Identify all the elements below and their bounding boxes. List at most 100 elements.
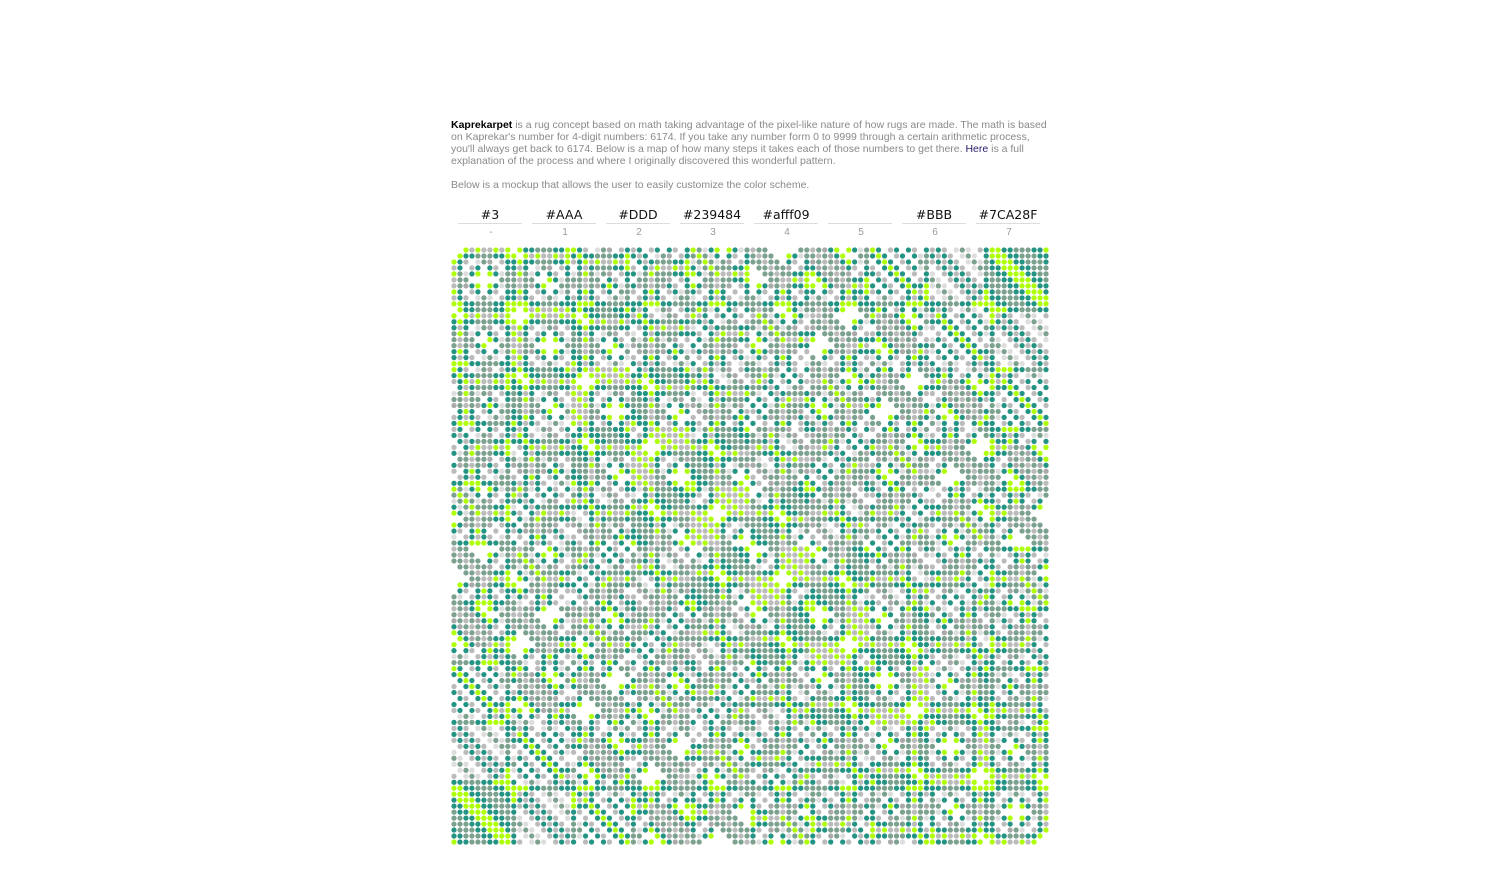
- rug-cell: [905, 402, 912, 409]
- rug-cell: [547, 576, 553, 582]
- rug-cell: [762, 372, 768, 379]
- color-input-step-4[interactable]: [754, 206, 818, 224]
- rug-cell: [505, 384, 511, 391]
- rug-cell: [804, 558, 810, 564]
- rug-cell: [965, 253, 971, 259]
- color-input-step-6[interactable]: [902, 206, 966, 224]
- rug-cell: [648, 247, 654, 253]
- rug-cell: [475, 576, 481, 582]
- rug-cell: [935, 259, 942, 265]
- rug-cell: [959, 378, 965, 385]
- color-input-step-none[interactable]: [458, 206, 522, 224]
- rug-cell: [756, 247, 762, 253]
- rug-cell: [774, 390, 780, 397]
- rug-cell: [905, 474, 912, 480]
- rug-cell: [857, 528, 864, 534]
- rug-cell: [983, 540, 989, 546]
- rug-cell: [600, 468, 607, 474]
- explanation-link[interactable]: Here: [965, 143, 989, 155]
- rug-cell: [630, 522, 637, 528]
- rug-cell: [553, 337, 559, 343]
- rug-cell: [547, 540, 553, 546]
- rug-cell: [541, 325, 547, 331]
- rug-cell: [1013, 307, 1019, 313]
- rug-cell: [493, 480, 499, 486]
- rug-cell: [893, 462, 900, 468]
- rug-cell: [714, 522, 720, 528]
- rug-cell: [977, 522, 983, 528]
- rug-cell: [529, 378, 535, 385]
- rug-cell: [953, 384, 959, 391]
- rug-cell: [1031, 289, 1037, 295]
- rug-cell: [558, 265, 565, 271]
- rug-cell: [1019, 510, 1025, 516]
- rug-cell: [971, 558, 977, 564]
- rug-cell: [899, 588, 906, 594]
- rug-cell: [732, 558, 738, 564]
- rug-cell: [547, 510, 553, 516]
- rug-cell: [708, 588, 714, 594]
- rug-cell: [1007, 420, 1013, 427]
- rug-cell: [881, 313, 888, 319]
- rug-cell: [714, 558, 720, 564]
- rug-cell: [582, 468, 589, 474]
- rug-cell: [893, 325, 900, 331]
- rug-cell: [594, 259, 601, 265]
- rug-cell: [774, 498, 780, 504]
- rug-cell: [911, 343, 918, 349]
- rug-cell: [798, 337, 804, 343]
- color-input-step-7[interactable]: [976, 206, 1040, 224]
- rug-cell: [588, 414, 595, 421]
- rug-cell: [642, 504, 648, 510]
- rug-cell: [780, 271, 786, 277]
- rug-cell: [511, 325, 517, 331]
- rug-cell: [852, 396, 858, 403]
- rug-cell: [857, 247, 864, 253]
- rug-cell: [660, 301, 666, 307]
- rug-cell: [511, 378, 517, 385]
- rug-cell: [738, 271, 744, 277]
- rug-cell: [875, 504, 882, 510]
- rug-cell: [463, 498, 469, 504]
- rug-cell: [744, 564, 750, 570]
- rug-cell: [905, 372, 912, 379]
- color-input-step-3[interactable]: [680, 206, 744, 224]
- rug-cell: [535, 283, 541, 289]
- rug-cell: [846, 492, 852, 498]
- rug-cell: [983, 582, 989, 588]
- rug-cell: [786, 271, 792, 277]
- rug-cell: [768, 432, 774, 439]
- rug-cell: [487, 325, 493, 331]
- rug-cell: [744, 384, 750, 391]
- rug-cell: [642, 253, 648, 259]
- rug-cell: [636, 253, 643, 259]
- rug-cell: [768, 528, 774, 534]
- rug-cell: [505, 594, 511, 600]
- rug-cell: [570, 372, 577, 379]
- rug-cell: [786, 283, 792, 289]
- rug-cell: [606, 402, 613, 409]
- rug-cell: [672, 283, 678, 289]
- rug-cell: [708, 253, 714, 259]
- rug-cell: [780, 528, 786, 534]
- rug-cell: [564, 307, 571, 313]
- rug-cell: [774, 426, 780, 433]
- rug-cell: [869, 516, 876, 522]
- rug-cell: [762, 516, 768, 522]
- rug-cell: [810, 564, 816, 570]
- rug-cell: [654, 259, 660, 265]
- color-input-step-1[interactable]: [532, 206, 596, 224]
- color-input-step-2[interactable]: [606, 206, 670, 224]
- rug-cell: [887, 456, 894, 462]
- rug-cell: [911, 396, 918, 403]
- rug-cell: [852, 247, 858, 253]
- rug-cell: [1019, 474, 1025, 480]
- rug-cell: [708, 301, 714, 307]
- color-input-step-5[interactable]: [828, 206, 892, 224]
- rug-cell: [684, 259, 690, 265]
- rug-cell: [941, 301, 947, 307]
- rug-cell: [881, 444, 888, 450]
- rug-cell: [983, 546, 989, 552]
- rug-cell: [696, 378, 702, 385]
- rug-cell: [720, 474, 726, 480]
